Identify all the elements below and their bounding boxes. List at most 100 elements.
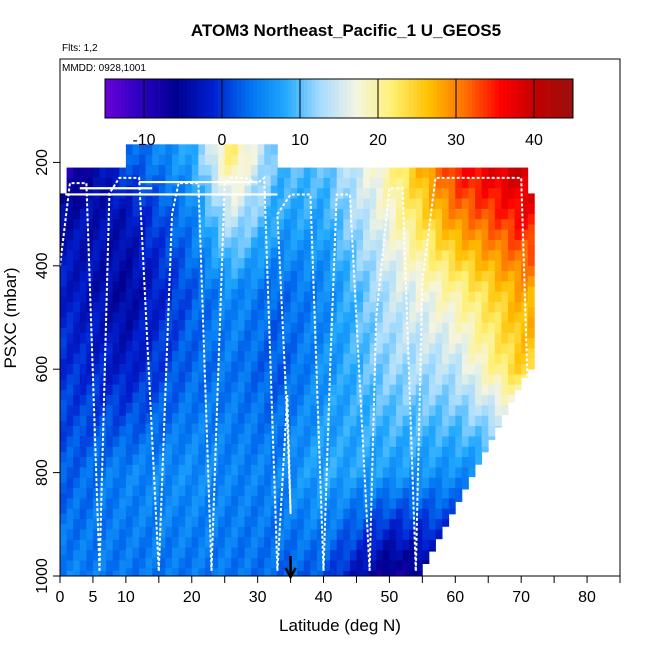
colorbar-swatch xyxy=(456,79,461,118)
heatmap-cell xyxy=(323,426,331,437)
heatmap-cell xyxy=(455,467,463,479)
heatmap-cell xyxy=(79,312,87,324)
heatmap-cell xyxy=(185,216,193,228)
heatmap-cell xyxy=(204,237,212,249)
heatmap-cell xyxy=(336,415,344,427)
heatmap-cell xyxy=(415,529,423,541)
heatmap-cell xyxy=(218,196,226,207)
y-axis-label: PSXC (mbar) xyxy=(1,267,20,368)
heatmap-cell xyxy=(218,413,226,424)
heatmap-cell xyxy=(409,177,417,189)
heatmap-cell xyxy=(448,333,456,344)
heatmap-cell xyxy=(409,343,417,355)
heatmap-cell xyxy=(277,570,285,577)
heatmap-cell xyxy=(237,464,245,476)
heatmap-cell xyxy=(428,446,436,458)
heatmap-cell xyxy=(323,405,331,417)
heatmap-cell xyxy=(145,423,153,435)
heatmap-cell xyxy=(336,539,344,551)
heatmap-cell xyxy=(211,382,219,393)
colorbar-swatch xyxy=(530,79,535,118)
heatmap-cell xyxy=(389,208,397,220)
colorbar-swatch xyxy=(483,79,488,118)
heatmap-cell xyxy=(237,175,245,187)
heatmap-cell xyxy=(396,322,403,334)
heatmap-cell xyxy=(198,433,206,445)
heatmap-cell xyxy=(323,519,331,530)
heatmap-cell xyxy=(172,537,179,548)
heatmap-cell xyxy=(290,405,298,417)
heatmap-cell xyxy=(191,185,199,197)
heatmap-cell xyxy=(231,351,239,362)
heatmap-cell xyxy=(99,250,107,262)
heatmap-cell xyxy=(185,351,193,362)
heatmap-cell xyxy=(481,364,489,375)
heatmap-cell xyxy=(92,270,100,282)
heatmap-cell xyxy=(402,508,410,520)
heatmap-cell xyxy=(461,446,469,458)
heatmap-cell xyxy=(231,278,239,290)
heatmap-cell xyxy=(303,539,311,551)
heatmap-cell xyxy=(343,550,351,561)
heatmap-cell xyxy=(132,330,140,342)
heatmap-cell xyxy=(303,208,311,220)
heatmap-cell xyxy=(119,312,127,324)
heatmap-cell xyxy=(79,570,87,577)
heatmap-cell xyxy=(139,444,147,455)
heatmap-cell xyxy=(237,196,245,207)
heatmap-cell xyxy=(316,415,324,427)
heatmap-cell xyxy=(396,270,403,282)
heatmap-cell xyxy=(303,426,311,437)
colorbar-swatch xyxy=(354,79,359,118)
heatmap-cell xyxy=(501,312,509,324)
heatmap-cell xyxy=(428,188,436,199)
heatmap-cell xyxy=(303,570,311,577)
heatmap-cell xyxy=(442,208,450,220)
heatmap-cell xyxy=(60,317,67,329)
heatmap-cell xyxy=(297,519,305,530)
heatmap-cell xyxy=(66,229,74,241)
heatmap-cell xyxy=(119,281,127,293)
heatmap-cell xyxy=(290,353,298,365)
heatmap-cell xyxy=(270,289,278,300)
heatmap-cell xyxy=(79,436,87,448)
heatmap-cell xyxy=(501,260,509,272)
heatmap-cell xyxy=(112,333,120,344)
heatmap-cell xyxy=(132,506,140,517)
heatmap-cell xyxy=(521,250,529,262)
heatmap-cell xyxy=(204,526,212,538)
heatmap-cell xyxy=(349,177,357,189)
heatmap-cell xyxy=(402,188,410,199)
heatmap-cell xyxy=(382,322,390,334)
heatmap-cell xyxy=(461,343,469,355)
heatmap-cell xyxy=(303,177,311,189)
heatmap-cell xyxy=(428,322,436,334)
heatmap-cell xyxy=(112,208,120,220)
heatmap-cell xyxy=(178,340,186,352)
heatmap-cell xyxy=(198,144,206,156)
heatmap-cell xyxy=(448,260,456,272)
heatmap-cell xyxy=(336,570,344,577)
heatmap-cell xyxy=(211,557,219,569)
heatmap-cell xyxy=(92,260,100,272)
heatmap-cell xyxy=(297,333,305,344)
heatmap-cell xyxy=(356,436,364,448)
heatmap-cell xyxy=(145,237,153,249)
colorbar-swatch xyxy=(366,79,371,118)
heatmap-cell xyxy=(475,322,483,334)
heatmap-cell xyxy=(316,343,324,355)
heatmap-cell xyxy=(244,433,252,445)
heatmap-cell xyxy=(448,322,456,334)
heatmap-cell xyxy=(132,423,140,435)
heatmap-cell xyxy=(369,270,377,282)
heatmap-cell xyxy=(264,309,272,321)
heatmap-cell xyxy=(343,457,351,468)
heatmap-cell xyxy=(323,353,331,365)
heatmap-cell xyxy=(343,312,351,324)
heatmap-cell xyxy=(297,436,305,448)
heatmap-cell xyxy=(218,557,226,569)
heatmap-cell xyxy=(264,351,272,362)
heatmap-cell xyxy=(112,415,120,427)
colorbar-swatch xyxy=(514,79,519,118)
heatmap-cell xyxy=(158,433,166,445)
